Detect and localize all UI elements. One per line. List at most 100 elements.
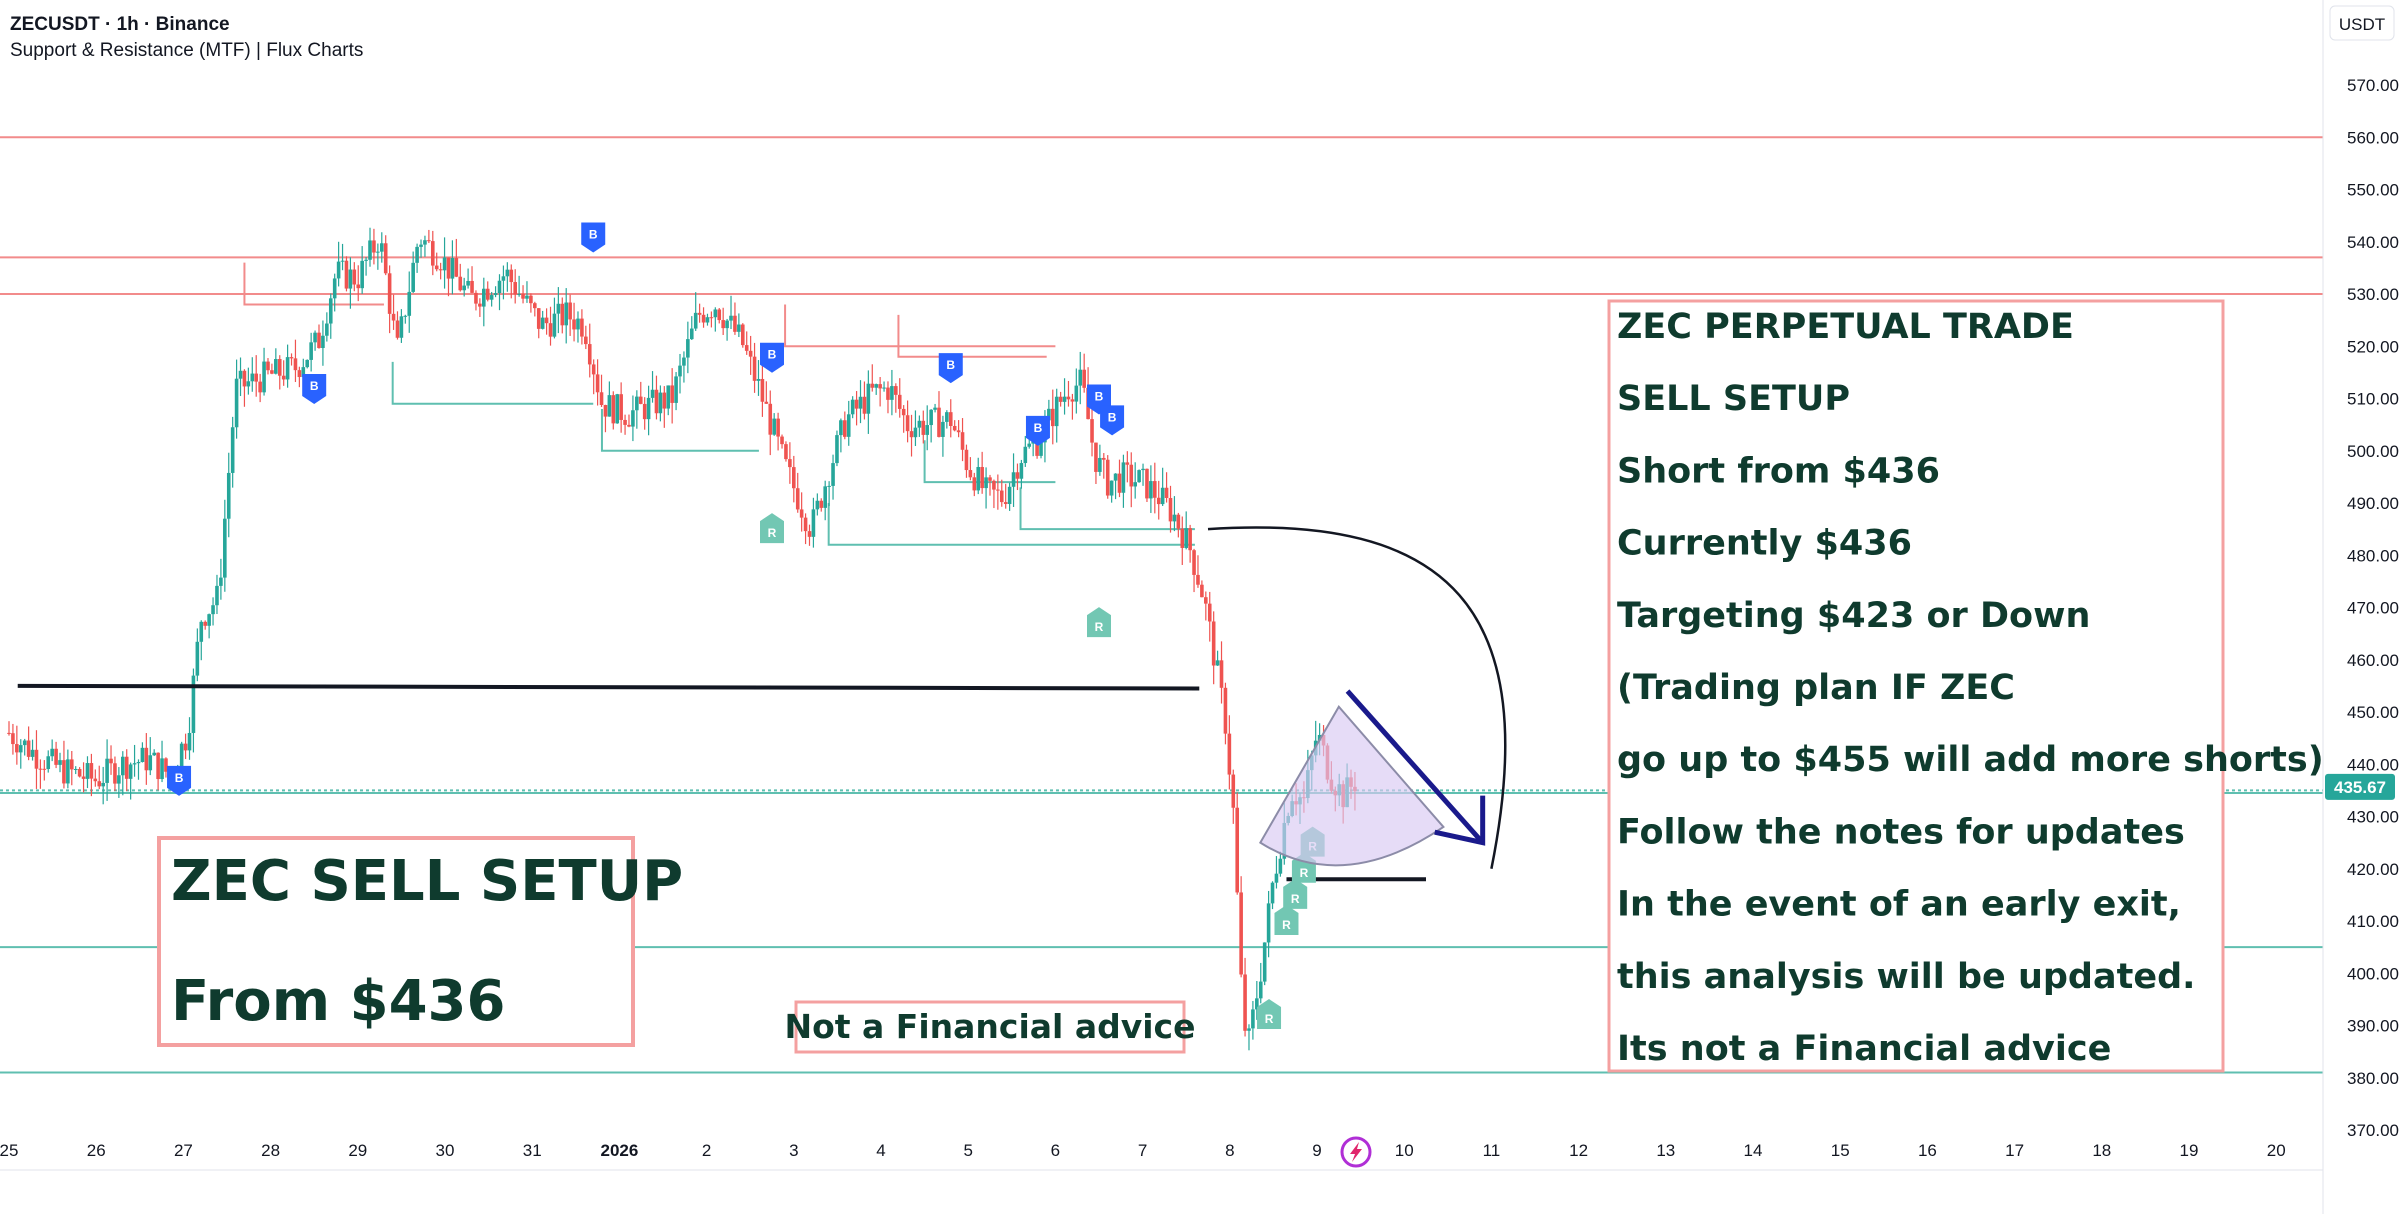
marker-letter: B (175, 771, 184, 785)
candle-body (1007, 486, 1012, 505)
disclaimer-note[interactable]: Not a Financial advice (784, 1000, 1196, 1054)
candle-body (211, 605, 215, 615)
symbol-title[interactable]: ZECUSDT · 1h · Binance (10, 14, 230, 35)
candle-body (1145, 468, 1149, 499)
trade-plan-line: In the event of an early exit, (1617, 885, 2181, 925)
candle-body (109, 758, 113, 764)
candle-body (1133, 482, 1137, 487)
marker-letter: B (946, 358, 955, 372)
candle-body (58, 760, 62, 765)
candle-body (1090, 419, 1094, 443)
trade-plan-line: Targeting $423 or Down (1617, 596, 2090, 636)
candle-body (1274, 873, 1279, 883)
disclaimer-box (794, 1000, 1186, 1054)
price-axis[interactable]: 570.00 560.00 550.00 540.00 530.00 520.00 510.… (2322, 0, 2399, 1214)
candle-body (438, 269, 443, 271)
time-tick-label: 8 (1225, 1141, 1234, 1160)
price-tick-label: 490.00 (2347, 494, 2399, 513)
candle-body (368, 240, 372, 260)
lightning-logo-icon[interactable] (1340, 1136, 1372, 1168)
sell-setup-note[interactable]: ZEC SELL SETUP From $436 (157, 836, 683, 1047)
horizontal-trend-line (17, 683, 1200, 691)
candle-body (128, 764, 133, 779)
price-tick-label: 560.00 (2347, 128, 2399, 147)
time-tick-label: 10 (1395, 1141, 1414, 1160)
price-tick-label: 430.00 (2347, 808, 2399, 827)
candle-body (929, 409, 933, 426)
candle-body (917, 420, 922, 428)
candle-body (870, 383, 875, 388)
candle-body (964, 449, 969, 471)
last-price-value: 435.67 (2334, 778, 2386, 797)
candle-body (73, 768, 78, 770)
price-tick-label: 480.00 (2347, 546, 2399, 565)
indicator-title[interactable]: Support & Resistance (MTF) | Flux Charts (10, 40, 363, 61)
candle-body (97, 781, 102, 787)
price-tick-label: 550.00 (2347, 181, 2399, 200)
candle-body (7, 732, 11, 734)
price-tick-label: 500.00 (2347, 442, 2399, 461)
candle-body (960, 432, 965, 450)
candle-body (709, 317, 714, 319)
candle-body (1035, 440, 1039, 456)
candle-body (313, 332, 317, 343)
price-tick-label: 470.00 (2347, 599, 2399, 618)
time-tick-label: 25 (0, 1141, 18, 1160)
candle-body (564, 302, 569, 326)
candle-body (187, 732, 192, 751)
price-tick-label: 390.00 (2347, 1017, 2399, 1036)
candle-body (270, 370, 274, 374)
currency-button[interactable]: USDT (2329, 5, 2395, 41)
candle-body (1054, 396, 1059, 427)
candle-body (909, 431, 914, 438)
marker-letter: B (768, 348, 777, 362)
buy-marker-icon (167, 765, 192, 796)
candle-body (858, 396, 863, 409)
candle-body (729, 315, 733, 321)
support-marker-icon (1087, 607, 1111, 638)
projection-drawings (1207, 526, 1507, 869)
candle-body (650, 389, 655, 398)
candle-body (427, 240, 431, 242)
time-tick-label: 18 (2092, 1141, 2111, 1160)
candle-body (1141, 468, 1145, 471)
candle-body (332, 278, 337, 299)
candle-body (874, 384, 879, 388)
buy-marker-icon (302, 374, 327, 405)
candle-body (454, 258, 459, 277)
candle-body (540, 317, 545, 329)
candle-body (937, 407, 941, 437)
candle-body (862, 396, 867, 414)
price-tick-label: 380.00 (2347, 1069, 2399, 1088)
candle-body (101, 782, 105, 787)
candle-body (450, 258, 455, 279)
candle-body (760, 378, 765, 402)
candle-body (403, 315, 408, 317)
candle-body (15, 744, 19, 753)
candle-body (1066, 396, 1071, 400)
candle-body (136, 761, 141, 764)
candle-body (352, 269, 357, 285)
candle-body (62, 760, 66, 784)
candle-body (682, 357, 686, 366)
candle-body (831, 463, 835, 486)
candle-body (1109, 480, 1114, 496)
candle-body (693, 312, 698, 329)
trade-plan-note[interactable]: ZEC PERPETUAL TRADE SELL SETUP Short from … (1607, 299, 2324, 1073)
down-arrow-head-icon (1434, 795, 1486, 846)
marker-letter: R (1095, 620, 1104, 634)
candle-body (293, 358, 298, 371)
candle-body (1125, 462, 1130, 465)
candle-body (1070, 399, 1075, 402)
candle-body (77, 768, 82, 777)
candle-body (619, 394, 623, 420)
candle-body (470, 280, 474, 293)
time-axis[interactable]: 25 26 27 28 29 30 31 2026 2 3 4 5 6 7 8 9 10 11 12 13 14 15 16… (0, 1141, 2323, 1171)
candle-body (423, 240, 427, 245)
support-signal-marker: R (1283, 878, 1308, 909)
candle-body (285, 357, 290, 380)
trade-plan-line: SELL SETUP (1617, 379, 1850, 419)
candle-body (1243, 974, 1247, 1031)
